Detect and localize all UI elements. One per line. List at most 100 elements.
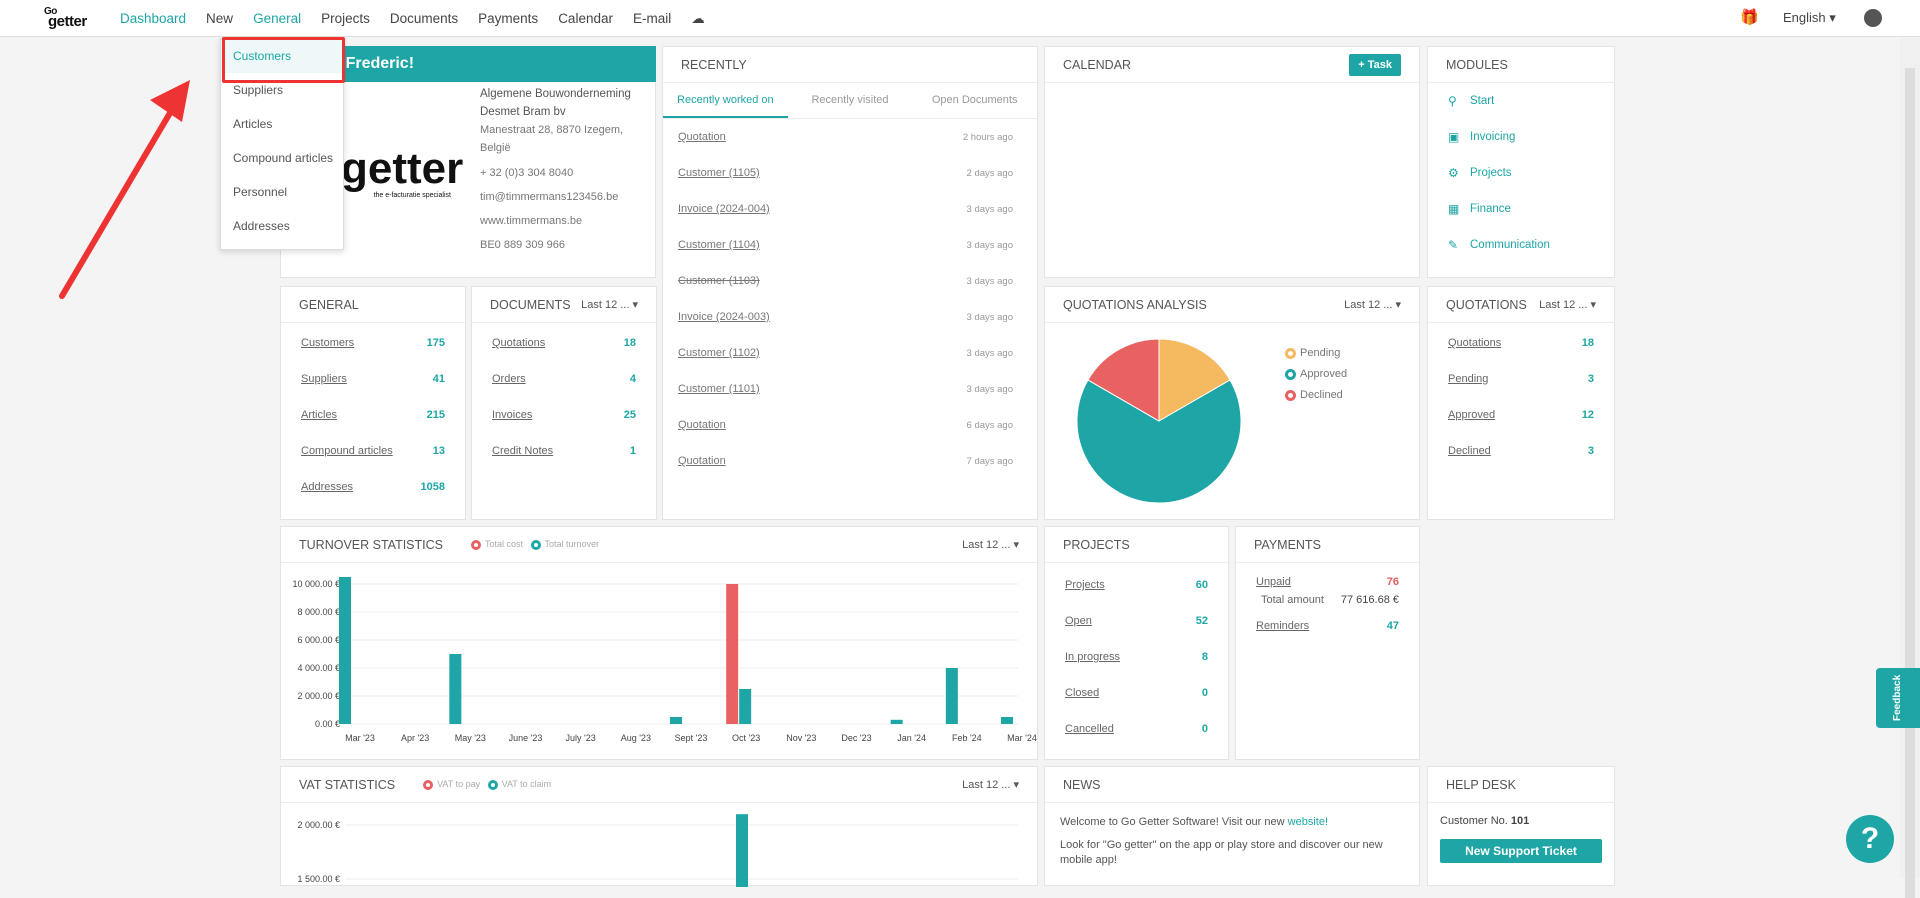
module-label: Projects <box>1470 167 1512 179</box>
recent-item-link[interactable]: Quotation <box>678 419 726 431</box>
cloud-icon[interactable]: ☁ <box>691 10 705 26</box>
menu-item-suppliers[interactable]: Suppliers <box>233 83 284 97</box>
general-link[interactable]: Customers <box>301 337 355 349</box>
module-invoicing[interactable]: ▣ Invoicing <box>1428 119 1614 155</box>
qanalysis-period-select[interactable]: Last 12 ... ▾ <box>1344 299 1401 311</box>
recent-item-link[interactable]: Invoice (2024-003) <box>678 311 770 323</box>
pie-slice-declined[interactable] <box>1087 338 1160 422</box>
recent-item-link[interactable]: Customer (1104) <box>678 239 760 251</box>
payments-reminders-link[interactable]: Reminders <box>1256 620 1310 632</box>
pie-slice-pending[interactable] <box>1158 338 1231 422</box>
projects-link[interactable]: Closed <box>1065 687 1100 699</box>
documents-row-credit-notes: Credit Notes 1 <box>472 433 656 469</box>
general-link[interactable]: Compound articles <box>301 445 393 457</box>
recent-item-link[interactable]: Quotation <box>678 455 726 467</box>
pie-slice-approved[interactable] <box>1076 379 1242 504</box>
payments-body: Unpaid 76 Total amount 77 616.68 € Reminde… <box>1236 563 1419 645</box>
recent-item-time: 6 days ago <box>966 419 1013 431</box>
feedback-tab[interactable]: Feedback <box>1876 668 1920 728</box>
nav-projects[interactable]: Projects <box>321 11 370 26</box>
turnover-legend: Total cost Total turnover <box>471 539 599 550</box>
nav-new[interactable]: New <box>206 11 234 26</box>
documents-link[interactable]: Orders <box>492 373 526 385</box>
logo-getter: getter <box>48 13 87 30</box>
gift-icon[interactable]: 🎁 <box>1740 9 1759 26</box>
language-select[interactable]: English ▾ <box>1783 10 1836 25</box>
recent-item-link[interactable]: Invoice (2024-004) <box>678 203 770 215</box>
menu-item-customers[interactable]: Customers <box>221 39 343 73</box>
recent-item-link[interactable]: Customer (1103) <box>678 275 760 287</box>
bar-total-turnover[interactable] <box>339 577 351 724</box>
nav-payments[interactable]: Payments <box>478 11 539 26</box>
calendar-title: CALENDAR <box>1063 57 1132 72</box>
vat-bar-chart: 1 500.00 € 2 000.00 € <box>297 814 1018 887</box>
scrollbar-thumb[interactable] <box>1905 68 1915 898</box>
quotations-count: 3 <box>1587 373 1594 385</box>
bar-total-turnover[interactable] <box>945 668 958 724</box>
module-start[interactable]: ⚲ Start <box>1428 83 1614 119</box>
y-tick-label: 6 000.00 € <box>297 635 340 645</box>
menu-item-addresses[interactable]: Addresses <box>233 219 290 233</box>
recent-item-link[interactable]: Customer (1101) <box>678 383 760 395</box>
bar-total-cost[interactable] <box>726 584 739 724</box>
x-tick-label: Mar '24 <box>1007 733 1037 743</box>
documents-link[interactable]: Quotations <box>492 337 546 349</box>
nav-documents[interactable]: Documents <box>389 11 459 26</box>
user-avatar[interactable] <box>1864 9 1882 27</box>
general-link[interactable]: Suppliers <box>301 373 347 385</box>
x-tick-label: Mar '23 <box>345 733 375 743</box>
bar-total-turnover[interactable] <box>449 654 462 724</box>
page-scrollbar[interactable] <box>1900 38 1920 898</box>
bar-vat-to-claim[interactable] <box>736 814 748 887</box>
bar-total-turnover[interactable] <box>739 689 752 724</box>
nav-general[interactable]: General <box>253 11 302 26</box>
company-email: tim@timmermans123456.be <box>480 191 619 203</box>
recent-item-link[interactable]: Customer (1102) <box>678 347 760 359</box>
recent-item-link[interactable]: Customer (1105) <box>678 167 760 179</box>
menu-item-articles[interactable]: Articles <box>233 117 273 131</box>
website-link[interactable]: website! <box>1287 816 1328 828</box>
projects-link[interactable]: In progress <box>1065 651 1121 663</box>
tab-open-documents[interactable]: Open Documents <box>931 94 1018 106</box>
nav-dashboard[interactable]: Dashboard <box>120 11 187 26</box>
documents-link[interactable]: Invoices <box>492 409 533 421</box>
payments-unpaid-link[interactable]: Unpaid <box>1256 576 1291 588</box>
nav-calendar[interactable]: Calendar <box>558 11 613 26</box>
module-finance[interactable]: ▦ Finance <box>1428 191 1614 227</box>
documents-period-select[interactable]: Last 12 ... ▾ <box>581 299 638 311</box>
general-link[interactable]: Articles <box>301 409 338 421</box>
module-communication[interactable]: ✎ Communication <box>1428 227 1614 263</box>
quotations-link[interactable]: Pending <box>1448 373 1489 385</box>
general-row-customers: Customers 175 <box>281 325 465 361</box>
tab-recently-worked-on[interactable]: Recently worked on <box>663 83 788 118</box>
new-support-ticket-button[interactable]: New Support Ticket <box>1440 839 1602 863</box>
general-link[interactable]: Addresses <box>301 481 353 493</box>
bar-total-turnover[interactable] <box>890 719 903 724</box>
helpdesk-customer: Customer No. 101 <box>1428 803 1614 839</box>
module-projects[interactable]: ⚙ Projects <box>1428 155 1614 191</box>
recently-tabs: Recently worked on Recently visited Open… <box>663 83 1037 119</box>
turnover-bar-chart: 0.00 € 2 000.00 € 4 000.00 € 6 000.00 € 8 00… <box>292 577 1037 743</box>
quotations-link[interactable]: Quotations <box>1448 337 1502 349</box>
help-button[interactable]: ? <box>1846 815 1894 863</box>
vat-period-select[interactable]: Last 12 ... ▾ <box>962 779 1019 791</box>
projects-link[interactable]: Open <box>1065 615 1092 627</box>
projects-link[interactable]: Cancelled <box>1065 723 1114 735</box>
add-task-button[interactable]: + Task <box>1349 53 1401 76</box>
quotations-link[interactable]: Declined <box>1448 445 1491 457</box>
menu-item-compound-articles[interactable]: Compound articles <box>233 151 334 165</box>
menu-item-personnel[interactable]: Personnel <box>233 185 288 199</box>
quotations-period-select[interactable]: Last 12 ... ▾ <box>1539 299 1596 311</box>
nav-email[interactable]: E-mail <box>632 11 672 26</box>
bar-total-turnover[interactable] <box>670 717 682 724</box>
projects-link[interactable]: Projects <box>1065 579 1105 591</box>
main-nav: Dashboard New General Projects Documents… <box>110 0 715 37</box>
tab-recently-visited[interactable]: Recently visited <box>811 94 889 106</box>
recent-item-link[interactable]: Quotation <box>678 131 726 143</box>
general-dropdown-menu: Customers Suppliers Articles Compound ar… <box>220 38 344 250</box>
documents-period-label: Last 12 ... <box>581 299 630 311</box>
bar-total-turnover[interactable] <box>1001 717 1013 724</box>
turnover-period-select[interactable]: Last 12 ... ▾ <box>962 539 1019 551</box>
quotations-link[interactable]: Approved <box>1448 409 1496 421</box>
documents-link[interactable]: Credit Notes <box>492 445 554 457</box>
